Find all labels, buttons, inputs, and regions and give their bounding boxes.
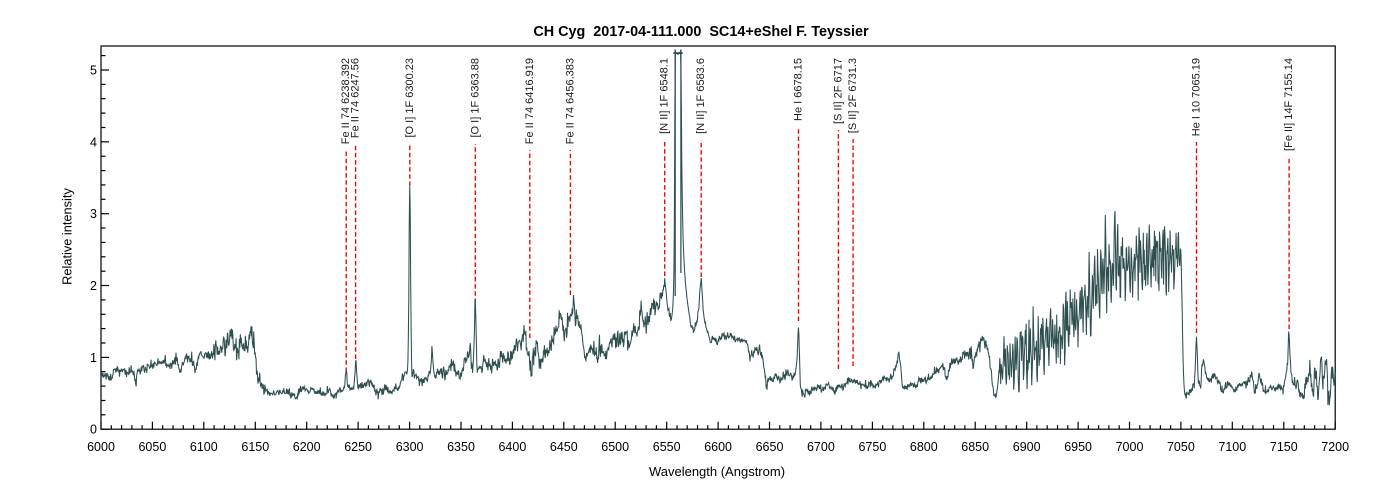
svg-text:[S II] 2F 6717: [S II] 2F 6717 (832, 58, 844, 124)
svg-text:[O I] 1F 6363.88: [O I] 1F 6363.88 (469, 58, 481, 138)
svg-text:3: 3 (90, 207, 97, 221)
svg-text:7150: 7150 (1270, 440, 1298, 454)
svg-text:6850: 6850 (961, 440, 989, 454)
svg-text:Fe II 74 6247.56: Fe II 74 6247.56 (350, 58, 362, 138)
svg-text:7000: 7000 (1116, 440, 1144, 454)
svg-text:He I 6678.15: He I 6678.15 (793, 58, 805, 121)
svg-text:6200: 6200 (293, 440, 321, 454)
svg-text:He I 10 7065.19: He I 10 7065.19 (1191, 58, 1203, 136)
svg-text:[Fe II] 14F 7155.14: [Fe II] 14F 7155.14 (1283, 58, 1295, 151)
svg-text:6600: 6600 (704, 440, 732, 454)
svg-text:CH Cyg 2017-04-111.000 SC14+: CH Cyg 2017-04-111.000 SC14+eShel F. Tey… (533, 24, 869, 40)
svg-text:6250: 6250 (344, 440, 372, 454)
svg-text:1: 1 (90, 351, 97, 365)
svg-text:0: 0 (90, 423, 97, 437)
svg-text:6150: 6150 (241, 440, 269, 454)
svg-text:Relative intensity: Relative intensity (60, 188, 75, 285)
svg-text:6100: 6100 (190, 440, 218, 454)
svg-text:5: 5 (90, 64, 97, 78)
svg-text:Wavelength (Angstrom): Wavelength (Angstrom) (649, 464, 785, 479)
svg-text:[S II] 2F 6731.3: [S II] 2F 6731.3 (847, 58, 859, 133)
svg-text:7200: 7200 (1321, 440, 1349, 454)
svg-text:Fe II 74 6456.383: Fe II 74 6456.383 (564, 58, 576, 144)
svg-text:[N II] 1F 6583.6: [N II] 1F 6583.6 (695, 58, 707, 134)
svg-text:6700: 6700 (807, 440, 835, 454)
svg-text:6300: 6300 (396, 440, 424, 454)
svg-text:Fe II 74 6416.919: Fe II 74 6416.919 (524, 58, 536, 144)
svg-text:6400: 6400 (498, 440, 526, 454)
svg-text:6050: 6050 (138, 440, 166, 454)
svg-text:6000: 6000 (87, 440, 115, 454)
svg-text:4: 4 (90, 135, 97, 149)
svg-text:6800: 6800 (910, 440, 938, 454)
svg-text:Fe II 74 6238.392: Fe II 74 6238.392 (340, 58, 352, 144)
svg-text:7100: 7100 (1218, 440, 1246, 454)
svg-text:6550: 6550 (653, 440, 681, 454)
svg-text:6500: 6500 (601, 440, 629, 454)
svg-text:6950: 6950 (1064, 440, 1092, 454)
svg-text:[N II] 1F 6548.1: [N II] 1F 6548.1 (659, 58, 671, 134)
svg-text:2: 2 (90, 279, 97, 293)
svg-text:6900: 6900 (1013, 440, 1041, 454)
svg-text:[O I] 1F 6300.23: [O I] 1F 6300.23 (404, 58, 416, 138)
svg-text:7050: 7050 (1167, 440, 1195, 454)
svg-text:6650: 6650 (756, 440, 784, 454)
svg-text:6350: 6350 (447, 440, 475, 454)
svg-text:6450: 6450 (550, 440, 578, 454)
svg-text:6750: 6750 (858, 440, 886, 454)
